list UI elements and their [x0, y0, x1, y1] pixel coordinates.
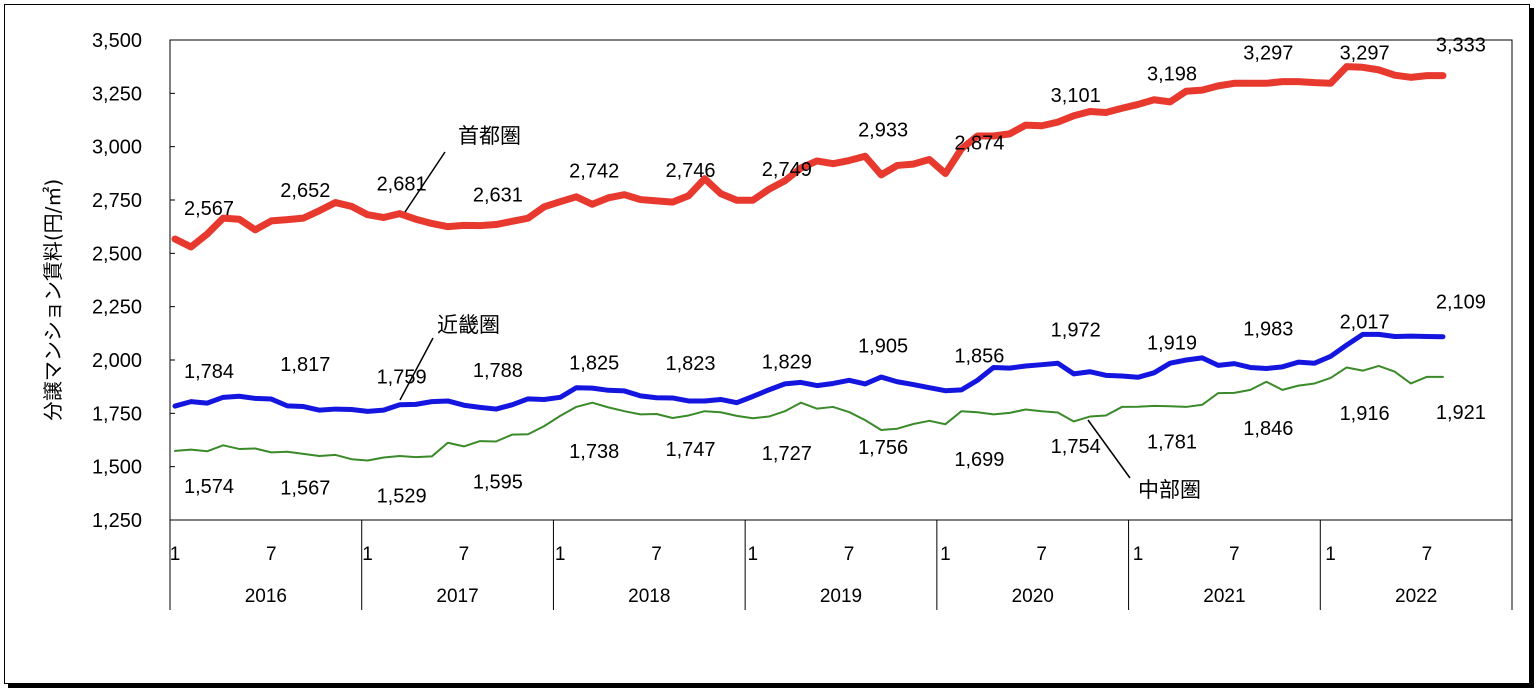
data-label: 1,788: [473, 360, 523, 382]
data-label: 1,905: [858, 335, 908, 357]
data-label: 1,699: [954, 449, 1004, 471]
y-tick-label: 2,750: [92, 190, 142, 212]
y-tick-label: 1,250: [92, 510, 142, 532]
y-tick-label: 1,500: [92, 457, 142, 479]
month-tick-label: 7: [1229, 544, 1240, 565]
series-name-label: 中部圏: [1138, 478, 1201, 502]
month-tick-label: 1: [555, 544, 566, 565]
data-label: 1,846: [1243, 418, 1293, 440]
data-label: 1,856: [954, 346, 1004, 368]
data-label: 1,727: [762, 443, 812, 465]
data-label: 1,529: [377, 485, 427, 507]
callout-line: [1087, 419, 1131, 479]
data-label: 1,825: [569, 352, 619, 374]
month-tick-label: 1: [170, 544, 181, 565]
data-label: 1,567: [280, 477, 330, 499]
month-tick-label: 7: [266, 544, 277, 565]
y-tick-label: 3,000: [92, 137, 142, 159]
data-label: 2,652: [280, 180, 330, 202]
year-label: 2018: [628, 586, 670, 607]
data-label: 3,198: [1147, 63, 1197, 85]
data-label: 1,754: [1051, 436, 1101, 458]
data-label: 2,109: [1436, 292, 1486, 314]
data-label: 2,681: [377, 174, 427, 196]
series-line-3: [174, 364, 1444, 462]
data-label: 2,933: [858, 120, 908, 142]
data-label: 2,567: [184, 198, 234, 220]
plot-area: [169, 39, 1513, 521]
data-label: 1,921: [1436, 402, 1486, 424]
month-tick-label: 1: [1325, 544, 1336, 565]
data-label: 1,738: [569, 441, 619, 463]
data-label: 2,631: [473, 184, 523, 206]
y-tick-label: 3,250: [92, 83, 142, 105]
month-tick-label: 7: [459, 544, 470, 565]
y-tick-label: 3,500: [92, 30, 142, 52]
callout-line: [404, 151, 446, 213]
data-label: 1,756: [858, 437, 908, 459]
data-label: 3,297: [1340, 42, 1390, 64]
year-label: 2016: [245, 586, 287, 607]
month-tick-label: 7: [1036, 544, 1047, 565]
month-tick-label: 1: [1133, 544, 1144, 565]
data-label: 2,017: [1340, 311, 1390, 333]
year-label: 2021: [1203, 586, 1245, 607]
chart-frame: [4, 4, 1530, 684]
year-label: 2017: [436, 586, 478, 607]
series-name-label: 首都圏: [458, 124, 521, 148]
data-label: 1,983: [1243, 319, 1293, 341]
series-line-2: [172, 331, 1446, 414]
data-label: 1,747: [665, 439, 715, 461]
data-label: 1,972: [1051, 320, 1101, 342]
month-tick-label: 1: [362, 544, 373, 565]
year-label: 2019: [820, 586, 862, 607]
y-tick-label: 1,750: [92, 403, 142, 425]
month-tick-label: 7: [844, 544, 855, 565]
series-name-label: 近畿圏: [437, 313, 500, 337]
month-tick-label: 7: [1422, 544, 1433, 565]
year-label: 2022: [1395, 586, 1437, 607]
y-tick-label: 2,250: [92, 297, 142, 319]
data-label: 3,333: [1436, 35, 1486, 57]
data-label: 2,874: [954, 133, 1004, 155]
data-label: 3,297: [1243, 42, 1293, 64]
month-tick-label: 1: [940, 544, 951, 565]
data-label: 2,749: [762, 159, 812, 181]
series-line-1: [171, 63, 1447, 251]
month-tick-label: 7: [651, 544, 662, 565]
data-label: 1,919: [1147, 332, 1197, 354]
y-tick-label: 2,000: [92, 350, 142, 372]
data-label: 1,823: [665, 353, 715, 375]
data-label: 3,101: [1051, 85, 1101, 107]
data-label: 1,574: [184, 476, 234, 498]
data-label: 1,784: [184, 361, 234, 383]
month-tick-label: 1: [748, 544, 759, 565]
data-label: 1,781: [1147, 432, 1197, 454]
year-label: 2020: [1012, 586, 1054, 607]
data-label: 2,746: [665, 160, 715, 182]
data-label: 2,742: [569, 161, 619, 183]
data-label: 1,916: [1340, 403, 1390, 425]
data-label: 1,595: [473, 471, 523, 493]
y-axis-title: 分譲マンション賃料(円/㎡): [41, 179, 65, 421]
data-label: 1,829: [762, 351, 812, 373]
callout-line: [399, 337, 434, 401]
data-label: 1,759: [377, 366, 427, 388]
data-label: 1,817: [280, 354, 330, 376]
y-tick-label: 2,500: [92, 243, 142, 265]
